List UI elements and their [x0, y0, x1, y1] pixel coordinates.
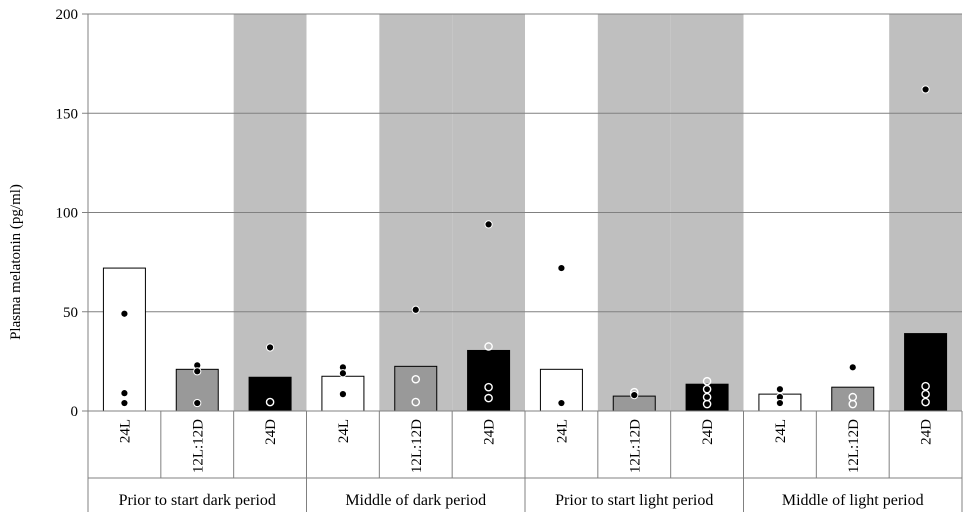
bar	[102, 267, 146, 412]
point-filled	[921, 85, 930, 94]
point-filled	[338, 369, 348, 378]
x-tick-label: 24D	[482, 419, 498, 445]
point-open	[702, 376, 712, 386]
point-open	[702, 384, 712, 394]
point-filled	[630, 391, 639, 400]
point-filled	[120, 398, 129, 408]
bar	[685, 383, 729, 412]
group-label: Middle of dark period	[345, 492, 486, 509]
x-tick-label: 12L:12D	[190, 419, 206, 473]
group-label: Prior to start light period	[555, 492, 713, 509]
x-tick-label: 24D	[700, 419, 716, 445]
group-label: Middle of light period	[782, 492, 924, 509]
bar	[467, 349, 511, 412]
x-tick-label: 24D	[263, 419, 279, 445]
x-tick-label: 24L	[117, 419, 133, 443]
point-filled	[484, 220, 493, 229]
point-open	[702, 399, 712, 409]
x-tick-label: 12L:12D	[409, 419, 425, 473]
point-open	[921, 381, 930, 391]
point-open	[411, 374, 421, 384]
individual-points	[120, 85, 930, 409]
point-filled	[120, 389, 129, 398]
point-open	[411, 397, 421, 407]
point-filled	[557, 398, 566, 408]
y-axis-label: Plasma melatonin (pg/ml)	[8, 184, 24, 340]
point-filled	[848, 363, 857, 372]
x-tick-label: 12L:12D	[846, 419, 862, 473]
y-tick-label: 0	[71, 404, 79, 420]
x-tick-label: 24L	[336, 419, 352, 443]
point-filled	[193, 367, 202, 376]
x-tick-label: 24L	[773, 419, 789, 443]
x-axis: 24L 12L:12D 24D 24L 12L:12D 24D 24L 12L:12D 24D 2…	[87, 410, 963, 512]
bar	[394, 365, 438, 412]
point-filled	[338, 390, 348, 399]
point-filled	[411, 305, 420, 314]
y-axis: 0 50 100 150 200	[56, 7, 89, 420]
point-filled	[120, 309, 129, 318]
group-label: Prior to start dark period	[119, 492, 276, 509]
point-filled	[557, 263, 566, 273]
point-filled	[775, 385, 785, 394]
bar	[904, 333, 948, 412]
point-open	[484, 393, 493, 403]
point-filled	[193, 398, 202, 408]
point-open	[921, 397, 930, 407]
point-open	[484, 342, 493, 351]
y-tick-label: 50	[63, 305, 78, 321]
x-tick-label: 12L:12D	[627, 419, 643, 473]
x-tick-label: 24L	[554, 419, 570, 443]
point-open	[848, 399, 858, 409]
y-tick-label: 150	[56, 106, 79, 122]
y-tick-label: 200	[56, 7, 79, 23]
point-open	[921, 389, 930, 399]
x-tick-label: 24D	[919, 419, 935, 445]
y-tick-label: 100	[56, 206, 79, 222]
point-filled	[265, 343, 275, 352]
point-open	[265, 397, 275, 407]
point-filled	[775, 398, 785, 408]
point-open	[484, 382, 493, 392]
